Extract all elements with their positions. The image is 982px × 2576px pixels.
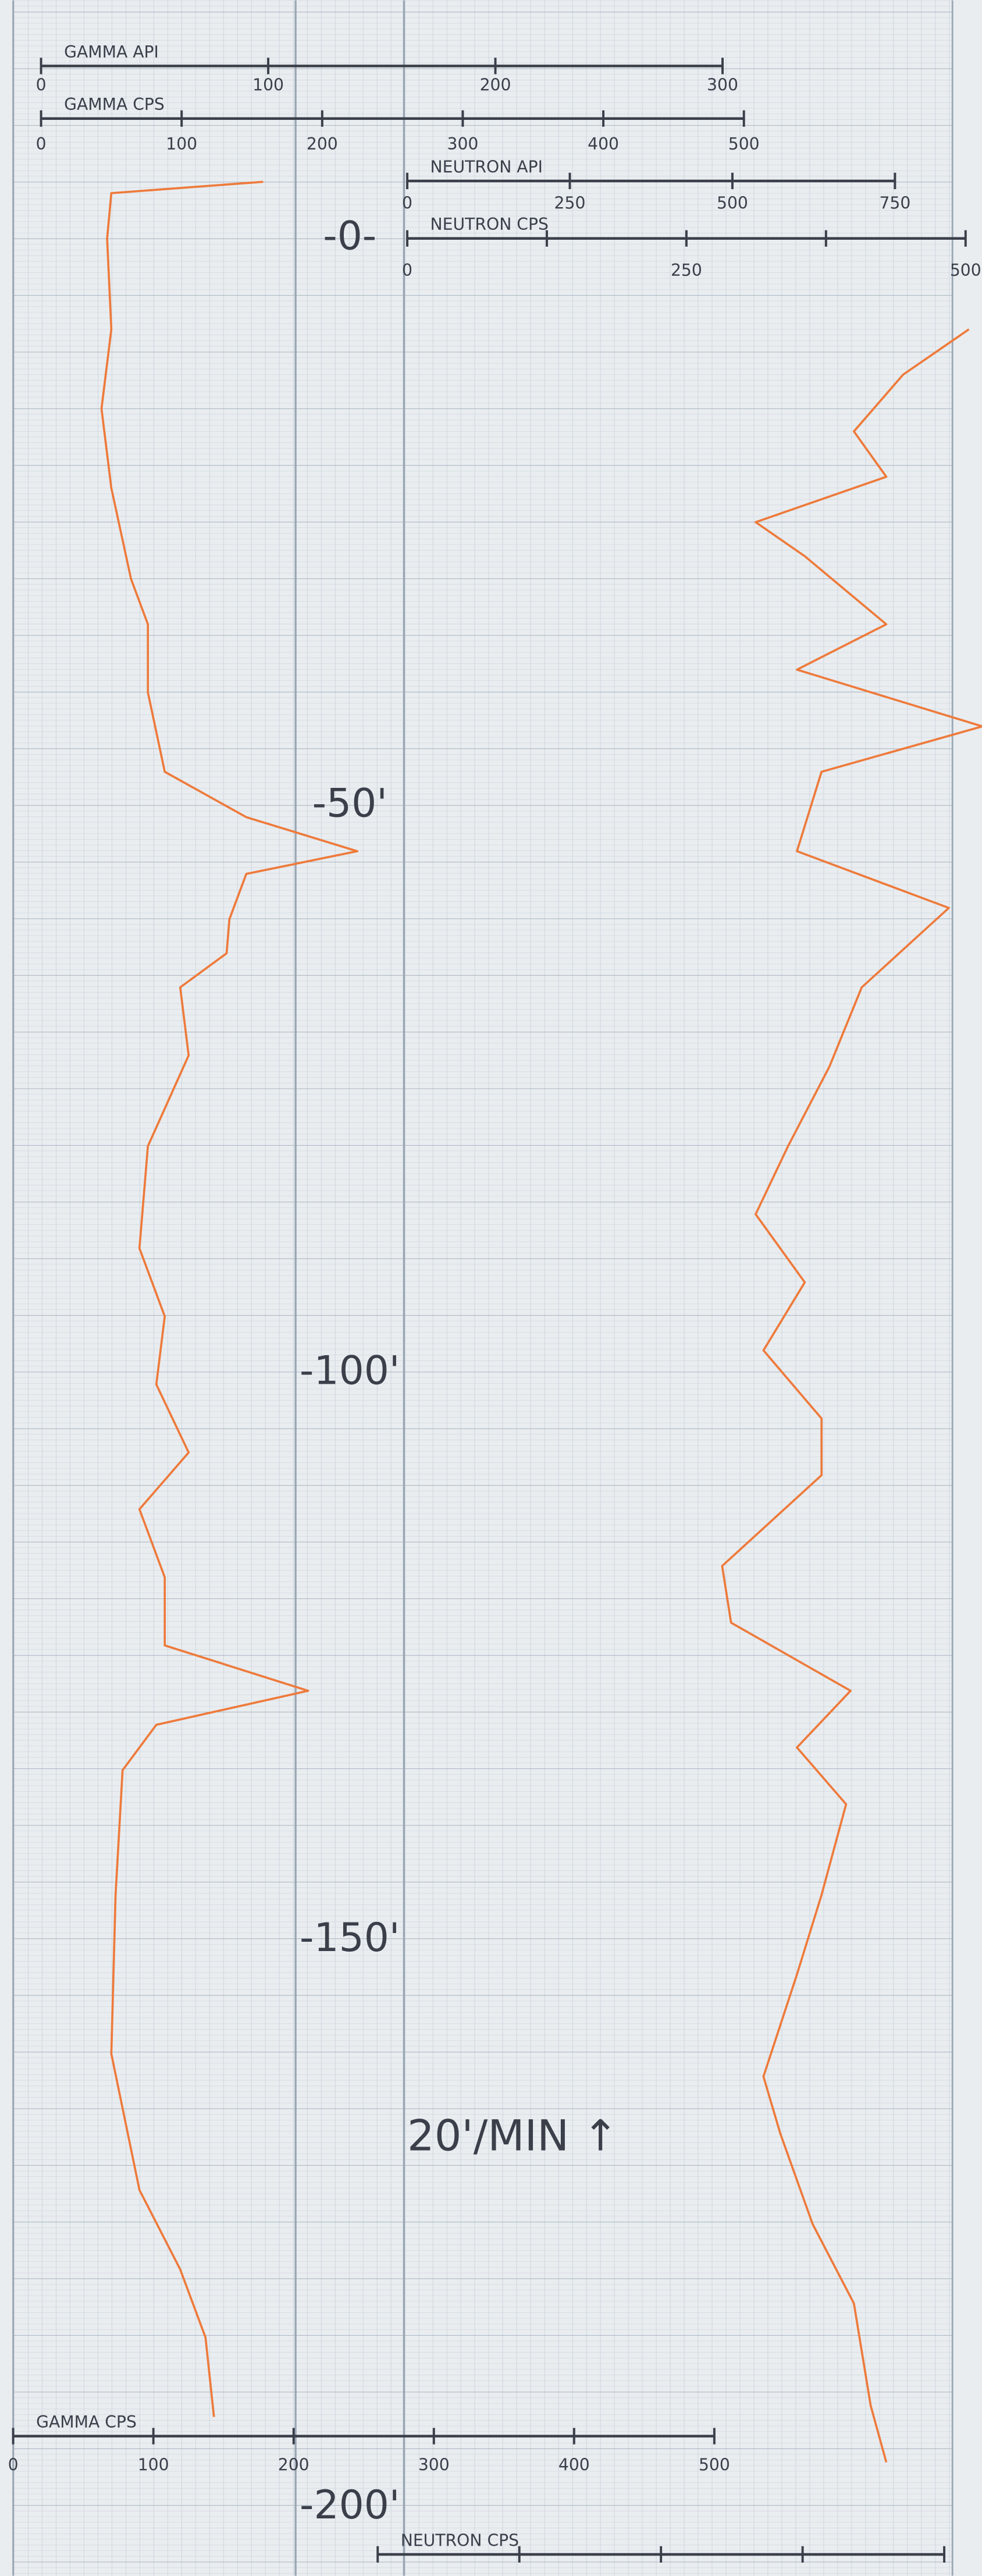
tick-label: 200 xyxy=(278,2455,309,2474)
scale-title: NEUTRON CPS xyxy=(430,215,549,234)
tick-label: 100 xyxy=(252,75,284,94)
tick-label: 400 xyxy=(588,134,619,154)
depth-label: -50' xyxy=(312,780,387,826)
tick-label: 200 xyxy=(307,134,338,154)
tick-label: 200 xyxy=(480,75,511,94)
depth-label: -100' xyxy=(300,1347,400,1393)
scale-title: GAMMA CPS xyxy=(36,2412,137,2432)
tick-label: 500 xyxy=(950,261,981,280)
tick-label: 0 xyxy=(402,193,412,212)
scale-title: NEUTRON API xyxy=(430,157,543,176)
tick-label: 0 xyxy=(36,75,47,94)
tick-label: 300 xyxy=(418,2455,450,2474)
scale-title: NEUTRON CPS xyxy=(401,2531,519,2550)
depth-label: -200' xyxy=(300,2482,400,2528)
log-curve xyxy=(721,328,982,2463)
tick-label: 500 xyxy=(717,193,748,212)
depth-label: -0- xyxy=(323,212,376,258)
tick-label: 0 xyxy=(36,134,47,154)
tick-label: 250 xyxy=(671,261,702,280)
tick-label: 250 xyxy=(554,193,586,212)
tick-label: 300 xyxy=(447,134,479,154)
tick-label: 100 xyxy=(138,2455,169,2474)
annotation: 20'/MIN ↑ xyxy=(407,2112,618,2161)
tick-label: 500 xyxy=(699,2455,730,2474)
log-curve xyxy=(100,180,359,2417)
scale-title: GAMMA CPS xyxy=(64,95,165,114)
tick-label: 300 xyxy=(707,75,738,94)
scale-title: GAMMA API xyxy=(64,42,159,62)
tick-label: 0 xyxy=(402,261,412,280)
depth-label: -150' xyxy=(300,1914,400,1960)
tick-label: 500 xyxy=(728,134,760,154)
tick-label: 750 xyxy=(879,193,910,212)
tick-label: 100 xyxy=(166,134,197,154)
tick-label: 400 xyxy=(558,2455,590,2474)
grid-major xyxy=(13,0,953,2576)
tick-label: 0 xyxy=(8,2455,19,2474)
